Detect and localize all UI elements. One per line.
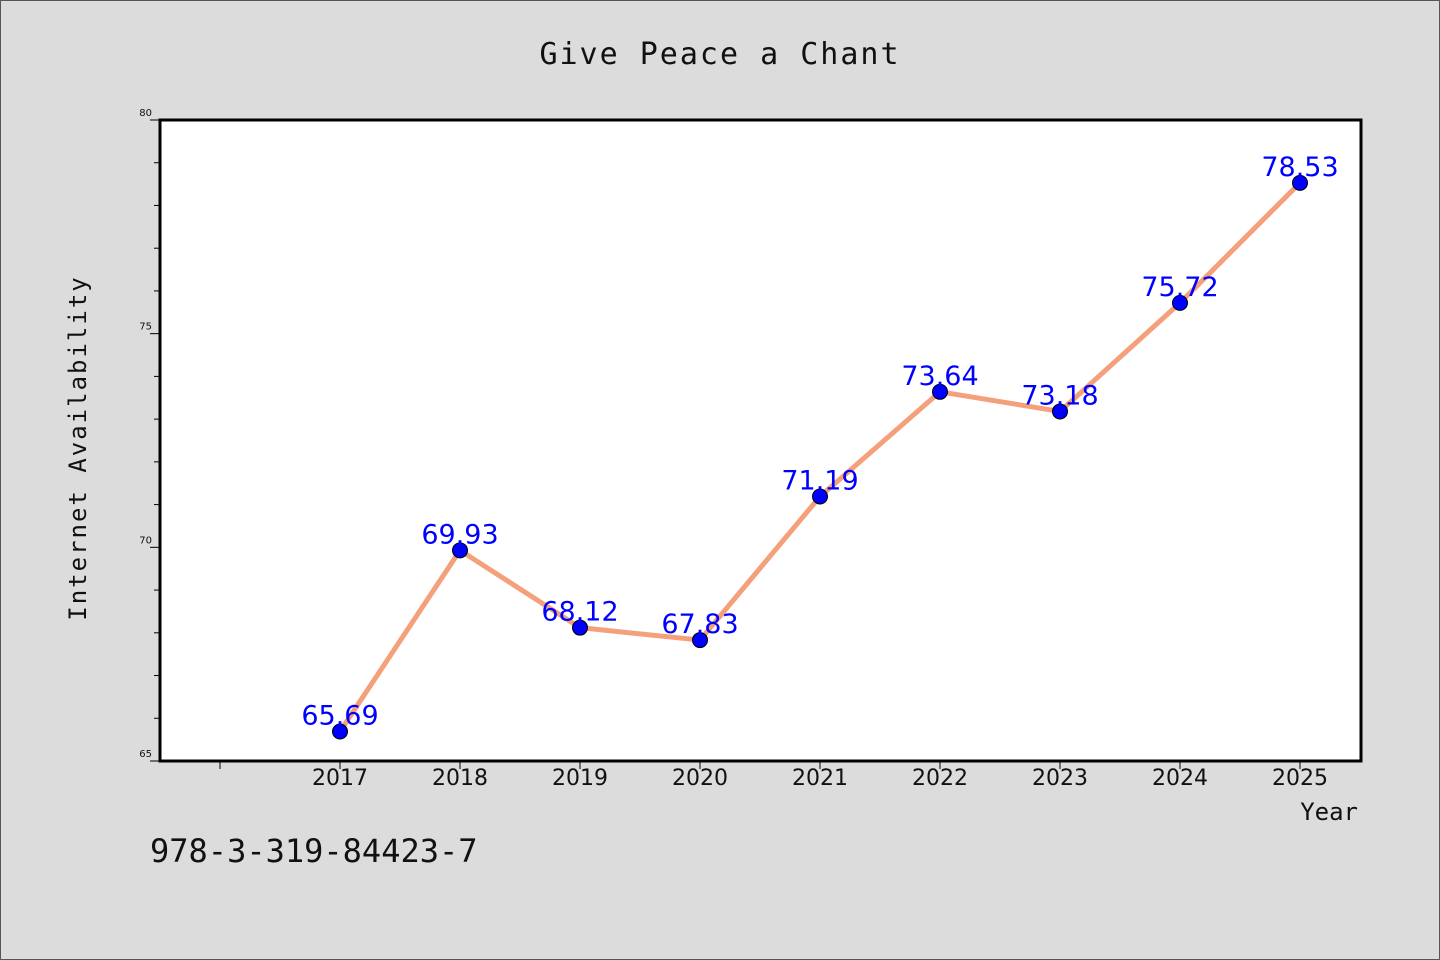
data-label: 65.69 (301, 701, 378, 732)
x-tick-label: 2025 (1272, 766, 1328, 791)
data-label: 71.19 (781, 465, 858, 496)
y-tick-label: 80 (139, 108, 152, 119)
data-label: 75.72 (1141, 272, 1218, 303)
data-point-marker (1172, 294, 1188, 311)
y-tick-label: 70 (139, 535, 152, 546)
x-tick-label: 2018 (432, 766, 488, 791)
data-point-marker (692, 632, 708, 649)
x-axis-label: Year (1300, 798, 1358, 826)
data-label: 67.83 (661, 609, 738, 640)
data-point-marker (932, 383, 948, 400)
x-tick-label: 2024 (1152, 766, 1208, 791)
chart-title: Give Peace a Chant (539, 37, 900, 72)
data-label: 78.53 (1261, 152, 1338, 183)
data-label: 68.12 (541, 597, 618, 628)
data-point-marker (1292, 174, 1308, 191)
x-tick-label: 2019 (552, 766, 608, 791)
x-tick-label: 2017 (312, 766, 368, 791)
x-tick-label: 2020 (672, 766, 728, 791)
y-tick-label: 75 (139, 322, 152, 333)
data-labels-group: 65.69 69.93 68.12 67.83 71.19 73.64 73.18 75.72… (301, 152, 1338, 732)
markers-group (332, 174, 1308, 740)
data-label: 69.93 (421, 519, 498, 550)
data-point-marker (452, 542, 468, 559)
y-tick-label: 65 (139, 749, 152, 760)
axis-ticks: 2017 2018 2019 2020 2021 2022 2023 2024 2025 65 70… (139, 108, 1328, 791)
data-label: 73.18 (1021, 380, 1098, 411)
data-point-marker (1052, 403, 1068, 420)
data-label: 73.64 (901, 361, 978, 392)
data-point-marker (812, 488, 828, 505)
data-point-marker (332, 723, 348, 740)
y-axis-label: Internet Availability (64, 275, 92, 620)
x-tick-label: 2021 (792, 766, 848, 791)
data-point-marker (572, 619, 588, 636)
x-tick-label: 2023 (1032, 766, 1088, 791)
isbn-text: 978-3-319-84423-7 (150, 832, 478, 870)
x-tick-label: 2022 (912, 766, 968, 791)
plot-area (158, 118, 1363, 763)
